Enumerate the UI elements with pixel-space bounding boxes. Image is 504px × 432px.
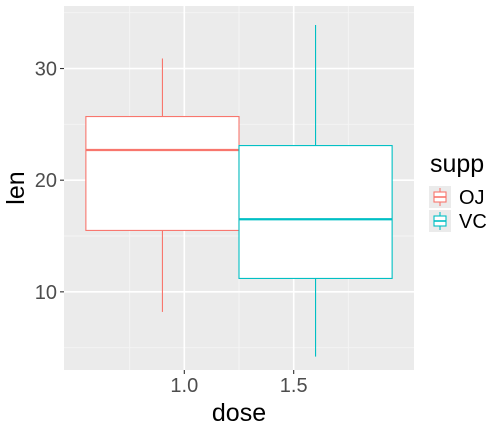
legend-label: VC xyxy=(459,211,487,233)
box-body xyxy=(238,145,393,279)
y-tick-label: 10 xyxy=(35,282,57,304)
legend-title: supp xyxy=(430,150,484,178)
y-axis-title: len xyxy=(2,171,30,204)
x-axis-title: dose xyxy=(212,399,266,427)
boxes xyxy=(85,24,393,357)
y-tick-label: 20 xyxy=(35,170,57,192)
box-oj xyxy=(85,58,240,312)
y-tick-label: 30 xyxy=(35,59,57,81)
y-axis: 10 20 30 xyxy=(35,59,64,304)
legend-label: OJ xyxy=(459,187,485,209)
legend-entry-oj: OJ xyxy=(429,186,485,209)
x-axis: 1.0 1.5 xyxy=(170,370,308,397)
box-body xyxy=(85,115,240,231)
x-tick-label: 1.5 xyxy=(280,375,308,397)
x-tick-label: 1.0 xyxy=(170,375,198,397)
box-vc xyxy=(238,24,393,357)
legend-entry-vc: VC xyxy=(429,210,487,233)
